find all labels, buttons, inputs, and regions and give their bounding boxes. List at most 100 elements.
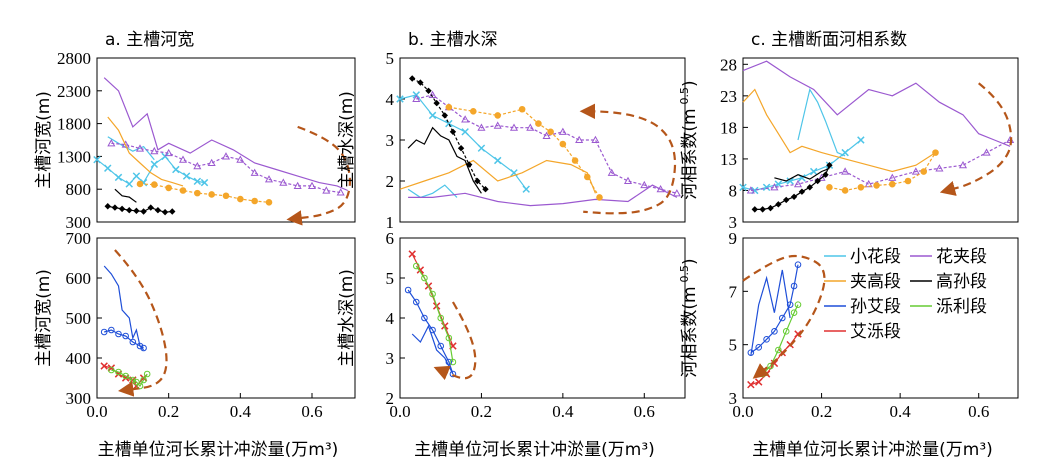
夹高段-point xyxy=(136,180,144,188)
y-tick-label: 7 xyxy=(729,282,738,301)
panel-c-bottom: 3 5 7 9 0.0 0.2 0.4 0.6 河相系数(m-0.5) 主槽单位河长累计冲淤量(万… xyxy=(678,229,1019,460)
小花段-point xyxy=(150,160,159,169)
legend-item: 孙艾段 xyxy=(824,297,901,317)
小花段-point xyxy=(739,183,747,192)
y-tick-label: 2800 xyxy=(57,49,91,68)
series-line xyxy=(114,188,137,203)
panel-title: a. 主槽河宽 xyxy=(105,30,194,50)
series-line xyxy=(103,265,145,351)
小花段-point xyxy=(786,177,794,185)
泺利段-point xyxy=(108,366,115,374)
花夹段-point xyxy=(526,123,535,131)
series-花夹段 xyxy=(103,77,349,192)
泺利段-point xyxy=(143,370,151,378)
y-tick-label: 300 xyxy=(66,213,92,232)
series-小花段 xyxy=(396,91,530,193)
花夹段-point xyxy=(591,135,600,144)
series-line xyxy=(407,126,482,194)
孙艾段-point xyxy=(108,326,115,334)
高孙段-point xyxy=(759,206,766,213)
高孙段-point xyxy=(140,208,147,215)
series-孙艾段 xyxy=(103,265,145,351)
x-tick-label: 0.4 xyxy=(890,402,912,421)
高孙段-point xyxy=(482,186,489,193)
y-axis-label: 主槽河宽(m) xyxy=(34,269,54,367)
series-花夹段 xyxy=(408,184,678,207)
夹高段-point xyxy=(494,112,502,119)
series-line xyxy=(107,205,173,213)
legend-label: 高孙段 xyxy=(936,272,987,292)
x-tick-label: 0.4 xyxy=(230,402,252,421)
夹高段-point xyxy=(920,168,928,175)
花夹段-point xyxy=(121,140,130,148)
series-line xyxy=(742,139,862,192)
series-夹高段 xyxy=(107,116,184,187)
legend-item: 泺利段 xyxy=(910,297,987,317)
高孙段-point xyxy=(775,201,782,208)
series-line xyxy=(750,139,1011,192)
小花段-point xyxy=(762,183,771,192)
泺利段-point xyxy=(445,334,453,342)
小花段-point xyxy=(396,95,404,103)
夹高段-point xyxy=(251,197,258,205)
trend-arrow xyxy=(579,103,677,215)
夹高段-point xyxy=(873,182,880,189)
孙艾段-point xyxy=(122,332,129,340)
夹高段-point xyxy=(596,194,603,201)
孙艾段-point xyxy=(140,344,147,352)
series-小花段 xyxy=(107,136,155,161)
夹高段-point xyxy=(469,108,477,115)
y-axis-label: 主槽水深(m) xyxy=(337,91,357,189)
花夹段-point xyxy=(264,175,274,183)
y-tick-label: 500 xyxy=(66,309,92,328)
y-tick-label: 18 xyxy=(720,118,737,137)
花夹段-point xyxy=(236,155,245,163)
series-小花段 xyxy=(739,136,865,195)
高孙段-point xyxy=(126,206,133,214)
花夹段-point xyxy=(107,139,116,147)
花夹段-point xyxy=(293,181,302,189)
小花段-point xyxy=(200,178,209,187)
legend-item: 小花段 xyxy=(824,247,901,267)
夹高段-point xyxy=(179,187,187,194)
花夹段-point xyxy=(307,181,317,189)
legend-label: 泺利段 xyxy=(936,297,987,317)
x-tick-label: 0.6 xyxy=(301,402,322,421)
y-tick-label: 700 xyxy=(66,229,92,248)
小花段-point xyxy=(161,152,169,161)
高孙段-point xyxy=(798,188,806,195)
plot-frame xyxy=(96,57,356,223)
series-line xyxy=(407,289,454,375)
y-tick-label: 13 xyxy=(720,150,737,169)
series-line xyxy=(139,183,270,203)
高孙段-point xyxy=(169,208,176,215)
花夹段-point xyxy=(746,186,755,194)
孙艾段-point xyxy=(445,358,453,366)
夹高段-point xyxy=(194,189,201,197)
高孙段-point xyxy=(433,99,440,107)
panel-b-bottom: 2 3 4 5 6 0.0 0.2 0.4 0.6 主槽水深(m) 主槽单位河长累计冲淤量(万m³) xyxy=(337,229,686,460)
高孙段-point xyxy=(457,145,465,152)
花夹段-point xyxy=(493,121,502,129)
series-孙艾段 xyxy=(100,326,147,352)
series-高孙段 xyxy=(407,126,482,194)
series-泺利段 xyxy=(108,366,151,390)
花夹段-point xyxy=(911,167,920,175)
高孙段-point xyxy=(425,87,432,94)
花夹段-point xyxy=(841,167,850,175)
艾泺段-point xyxy=(100,362,108,370)
series-花夹段 xyxy=(746,135,1015,194)
小花段-point xyxy=(857,136,865,144)
legend-item: 夹高段 xyxy=(824,272,901,292)
花夹段-point xyxy=(888,173,897,181)
花夹段-point xyxy=(817,173,826,181)
孙艾段-point xyxy=(747,349,755,356)
series-line xyxy=(96,155,205,185)
高孙段-point xyxy=(409,75,416,82)
艾泺段-point xyxy=(794,330,802,338)
孙艾段-point xyxy=(771,328,778,335)
y-tick-label: 2300 xyxy=(57,82,91,101)
panel-title: b. 主槽水深 xyxy=(408,30,498,50)
小花段-point xyxy=(461,128,469,136)
